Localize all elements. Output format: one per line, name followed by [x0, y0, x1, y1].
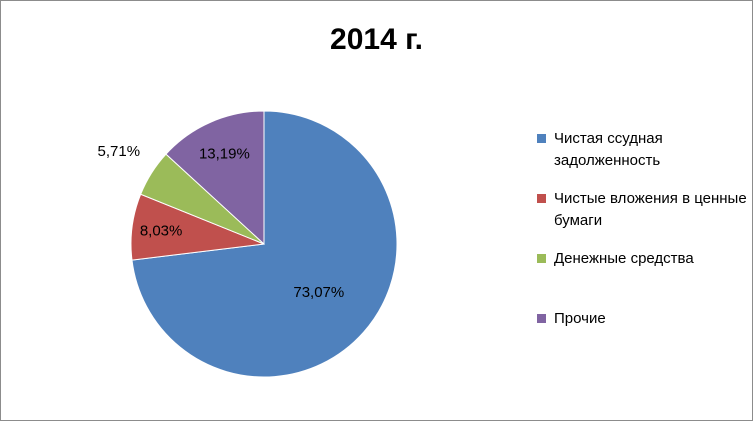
data-label-securities: 8,03%	[140, 223, 183, 240]
legend-label-other: Прочие	[554, 310, 606, 327]
legend-item-cash: Денежные средства	[537, 248, 747, 270]
data-label-other: 13,19%	[199, 145, 250, 162]
legend-label-securities: Чистые вложения в ценные бумаги	[554, 190, 747, 229]
legend-swatch-loans	[537, 134, 546, 143]
legend-swatch-securities	[537, 194, 546, 203]
pie-slice-other	[165, 110, 265, 246]
legend-label-cash: Денежные средства	[554, 250, 694, 267]
legend-label-loans: Чистая ссудная задолженность	[554, 130, 663, 169]
legend-item-securities: Чистые вложения в ценные бумаги	[537, 188, 747, 232]
legend-swatch-other	[537, 314, 546, 323]
data-label-cash: 5,71%	[98, 143, 141, 160]
data-label-loans: 73,07%	[293, 284, 344, 301]
legend: Чистая ссудная задолженность Чистые влож…	[537, 128, 747, 346]
legend-item-loans: Чистая ссудная задолженность	[537, 128, 747, 172]
legend-swatch-cash	[537, 254, 546, 263]
chart-title: 2014 г.	[330, 23, 423, 56]
legend-item-other: Прочие	[537, 308, 747, 330]
